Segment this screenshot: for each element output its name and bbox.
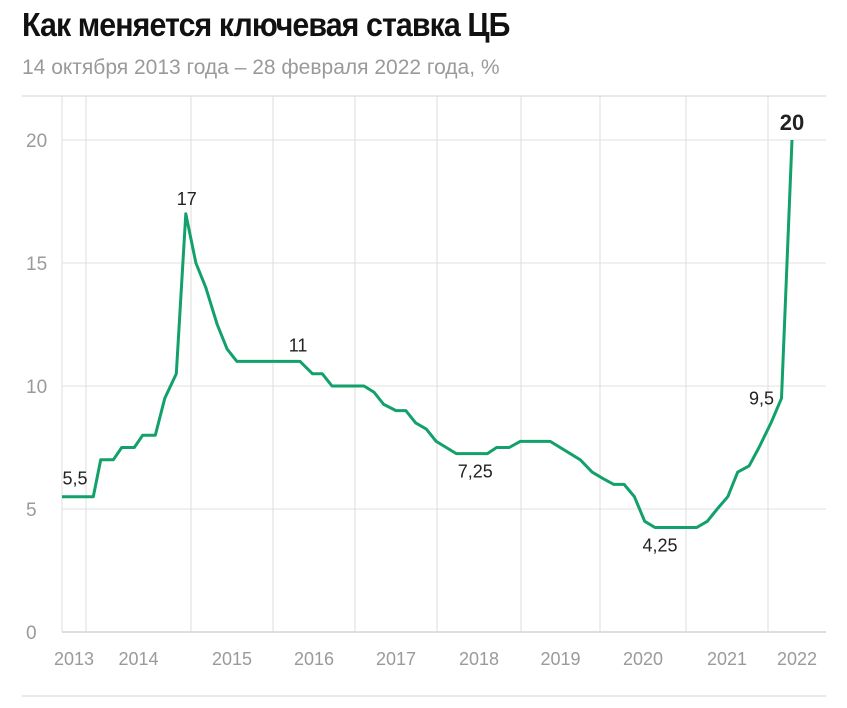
data-label: 20 — [780, 110, 804, 135]
x-tick-label: 2021 — [707, 649, 747, 669]
y-tick-label: 5 — [26, 500, 37, 521]
y-tick-label: 10 — [26, 377, 47, 398]
y-tick-label: 0 — [26, 623, 37, 644]
data-label: 9,5 — [749, 388, 774, 408]
y-tick-label: 20 — [26, 131, 47, 152]
x-tick-label: 2014 — [118, 649, 158, 669]
x-tick-label: 2022 — [777, 649, 817, 669]
x-tick-label: 2015 — [212, 649, 252, 669]
chart-subtitle: 14 октября 2013 года – 28 февраля 2022 г… — [22, 56, 500, 79]
x-tick-label: 2019 — [540, 649, 580, 669]
x-tick-label: 2017 — [376, 649, 416, 669]
data-label: 7,25 — [458, 462, 493, 482]
data-label: 5,5 — [62, 469, 87, 489]
x-tick-label: 2018 — [459, 649, 499, 669]
y-tick-label: 15 — [26, 254, 47, 275]
rate-line — [62, 139, 794, 529]
data-label: 4,25 — [643, 535, 678, 555]
x-tick-label: 2020 — [623, 649, 663, 669]
x-tick-label: 2013 — [54, 649, 94, 669]
x-tick-label: 2016 — [294, 649, 334, 669]
data-label: 11 — [289, 335, 308, 355]
data-label: 17 — [177, 189, 197, 209]
chart-title: Как меняется ключевая ставка ЦБ — [22, 6, 510, 43]
